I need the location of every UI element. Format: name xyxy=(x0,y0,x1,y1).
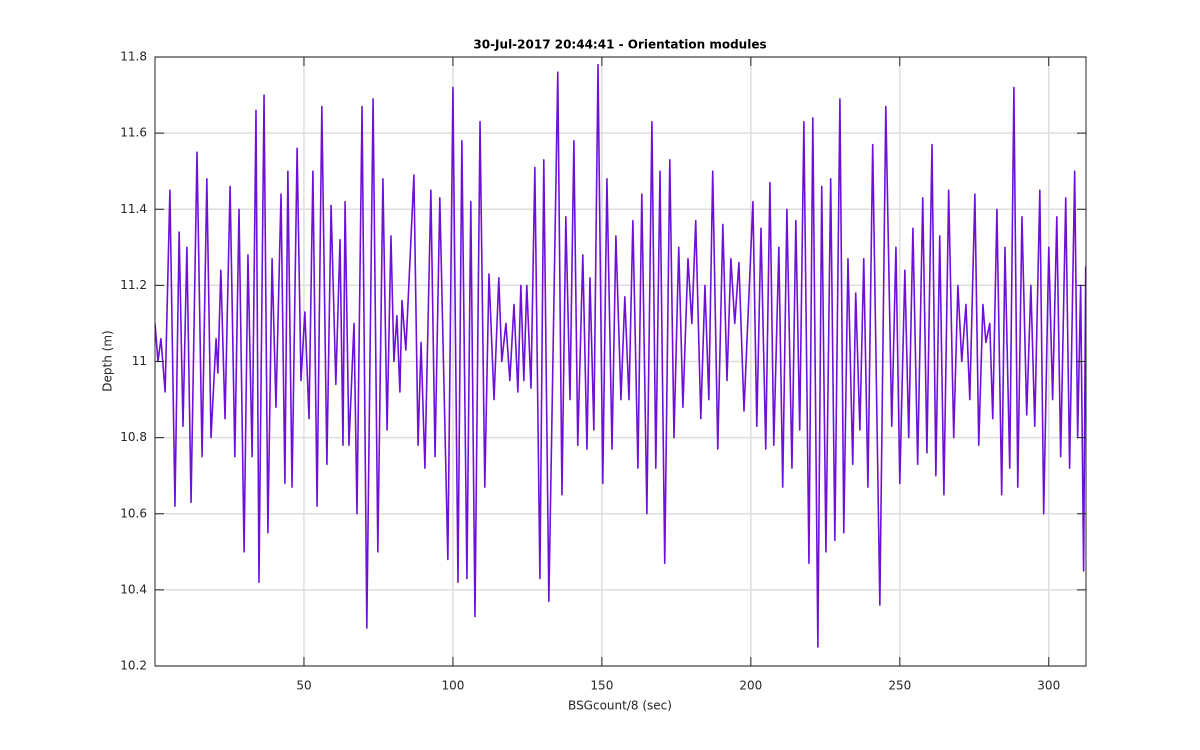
y-tick-label: 11.8 xyxy=(120,50,147,64)
x-tick-label: 150 xyxy=(590,679,613,693)
y-tick-label: 10.8 xyxy=(120,430,147,444)
y-tick-label: 10.6 xyxy=(120,506,147,520)
y-axis-label: Depth (m) xyxy=(101,330,115,391)
x-axis-label: BSGcount/8 (sec) xyxy=(568,699,672,713)
series-layer xyxy=(155,63,1086,648)
y-tick-label: 11.4 xyxy=(120,202,147,216)
x-tick-label: 50 xyxy=(296,679,311,693)
ticks: 10.2 10.4 10.6 10.8 11 11.2 11.4 11.6 11.8 50 100 1… xyxy=(120,50,1086,693)
x-tick-label: 100 xyxy=(441,679,464,693)
chart-title: 30-Jul-2017 20:44:41 - Orientation modul… xyxy=(473,38,766,52)
x-tick-label: 200 xyxy=(739,679,762,693)
x-tick-label: 300 xyxy=(1037,679,1060,693)
y-tick-label: 11.6 xyxy=(120,126,147,140)
x-tick-label: 250 xyxy=(888,679,911,693)
series-line xyxy=(155,63,1086,648)
y-tick-label: 11.2 xyxy=(120,278,147,292)
y-tick-label: 11 xyxy=(132,354,147,368)
y-tick-label: 10.4 xyxy=(120,582,147,596)
y-tick-label: 10.2 xyxy=(120,659,147,673)
